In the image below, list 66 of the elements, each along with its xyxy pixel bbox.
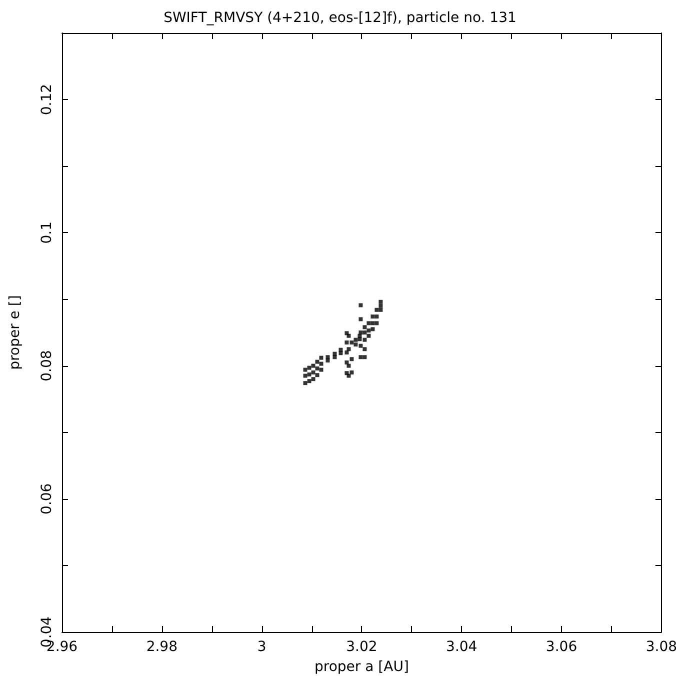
point xyxy=(366,334,371,338)
point xyxy=(358,330,363,334)
point xyxy=(374,308,379,312)
point xyxy=(319,368,324,372)
y-tick-label: 0.12 xyxy=(39,84,55,116)
point xyxy=(378,308,383,312)
x-tick-label: 3.08 xyxy=(646,639,677,655)
x-tick-label: 3 xyxy=(257,639,266,655)
point xyxy=(307,379,312,384)
point xyxy=(358,344,363,348)
point xyxy=(344,350,349,354)
point xyxy=(350,370,354,374)
point xyxy=(358,317,363,322)
x-tick-label: 2.98 xyxy=(146,639,178,655)
point xyxy=(307,372,312,376)
point xyxy=(346,347,351,352)
point xyxy=(370,314,375,319)
point xyxy=(346,334,351,338)
point xyxy=(303,381,308,386)
point xyxy=(303,368,308,372)
y-tick-label: 0.06 xyxy=(39,483,55,514)
y-tick-label: 0.08 xyxy=(39,350,55,382)
point xyxy=(370,321,375,326)
point xyxy=(326,358,330,362)
point xyxy=(350,340,354,344)
point xyxy=(378,304,383,308)
point xyxy=(303,374,308,378)
point xyxy=(315,373,320,378)
point xyxy=(315,366,320,370)
point xyxy=(346,364,351,368)
point xyxy=(362,355,367,360)
point xyxy=(311,377,316,382)
point xyxy=(362,347,367,352)
point xyxy=(344,340,349,344)
x-tick-label: 3.04 xyxy=(446,639,478,655)
point xyxy=(366,321,371,326)
point xyxy=(358,303,363,308)
point xyxy=(354,338,358,342)
point xyxy=(315,360,320,364)
y-axis-title: proper e [] xyxy=(7,295,23,370)
point xyxy=(311,370,316,374)
point xyxy=(350,357,354,362)
point xyxy=(344,360,349,364)
point xyxy=(332,355,337,360)
point xyxy=(319,362,324,366)
point xyxy=(362,325,367,330)
point xyxy=(374,314,379,319)
point xyxy=(307,366,312,370)
point xyxy=(362,338,367,342)
y-tick-label: 0.1 xyxy=(39,222,55,244)
point xyxy=(346,374,351,378)
x-tick-label: 3.06 xyxy=(546,639,578,655)
point xyxy=(319,356,324,360)
point xyxy=(366,328,371,333)
point xyxy=(311,364,316,368)
point xyxy=(362,330,367,334)
point xyxy=(354,342,358,346)
point xyxy=(338,351,343,356)
point xyxy=(358,337,362,342)
chart-title: SWIFT_RMVSY (4+210, eos-[12]f), particle no. 131 xyxy=(164,10,516,26)
point xyxy=(378,300,383,304)
point xyxy=(358,355,363,360)
x-axis-title: proper a [AU] xyxy=(314,659,409,675)
point xyxy=(370,327,375,332)
x-tick-label: 3.02 xyxy=(346,639,378,655)
point xyxy=(374,321,379,326)
